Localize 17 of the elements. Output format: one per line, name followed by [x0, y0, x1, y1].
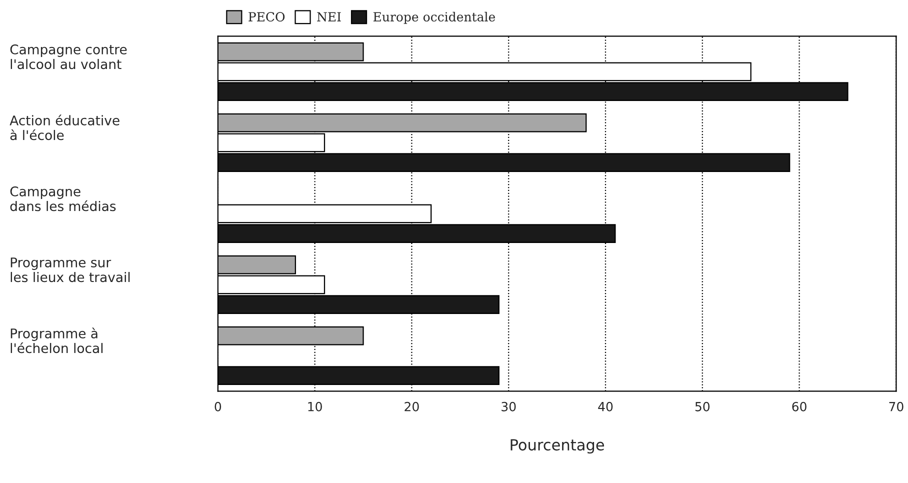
x-tick-label: 70 — [889, 402, 904, 412]
x-tick-label: 0 — [214, 402, 222, 412]
legend-label: PECO — [248, 12, 285, 22]
y-tick-label: Action éducative à l'école — [10, 114, 120, 140]
x-tick-label: 30 — [502, 402, 516, 412]
x-axis-title: Pourcentage — [510, 439, 604, 454]
x-tick-label: 60 — [792, 402, 806, 412]
legend-label: NEI — [317, 12, 341, 22]
y-tick-label: Campagne contre l'alcool au volant — [10, 44, 127, 70]
y-tick-label: Campagne dans les médias — [10, 186, 116, 212]
legend-label: Europe occidentale — [373, 12, 496, 24]
x-tick-label: 20 — [404, 402, 419, 412]
y-tick-label: Programme à l'échelon local — [10, 328, 103, 354]
x-tick-label: 50 — [695, 402, 710, 412]
x-tick-label: 40 — [598, 402, 613, 412]
x-tick-label: 10 — [308, 402, 322, 412]
y-tick-label: Programme sur les lieux de travail — [10, 258, 130, 282]
